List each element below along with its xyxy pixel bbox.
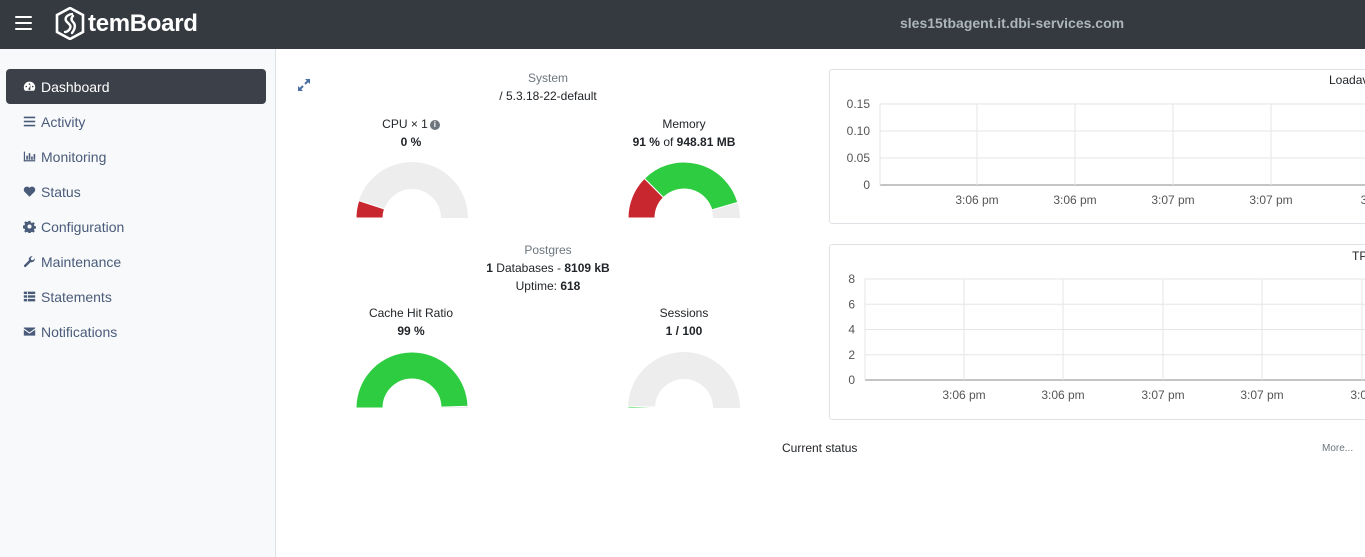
tps-chart-x-tick: 3:07 pm (1141, 388, 1184, 402)
sidebar-item-label: Maintenance (41, 253, 122, 270)
loadavg-chart-title: Loadav (1329, 73, 1365, 87)
postgres-uptime: Uptime: 618 (448, 279, 648, 293)
tps-chart-x-tick: 3:06 pm (1041, 388, 1084, 402)
uptime-label: Uptime: (515, 279, 557, 293)
memory-total: 948.81 MB (676, 135, 736, 149)
list-icon (22, 115, 36, 129)
loadavg-chart-y-tick: 0.15 (847, 97, 871, 111)
tps-chart-x-tick: 3:06 pm (942, 388, 985, 402)
memory-label: Memory (662, 117, 706, 131)
sidebar-item-label: Statements (41, 288, 112, 305)
tps-chart-x-tick: 3:08 (1350, 388, 1365, 402)
sessions-label: Sessions (659, 306, 709, 320)
sidebar-item-label: Dashboard (41, 78, 110, 95)
heart-icon (22, 185, 36, 199)
tps-chart-title: TP (1352, 249, 1365, 263)
sidebar-item-label: Configuration (41, 218, 125, 235)
info-icon[interactable]: i (429, 120, 440, 130)
temboard-logo-icon (55, 7, 85, 40)
cache-hit-gauge-fill (355, 351, 469, 409)
memory-value: 91 % of 948.81 MB (584, 135, 784, 149)
loadavg-chart-y-tick: 0 (863, 178, 870, 192)
sessions-value: 1 / 100 (665, 324, 703, 338)
memory-of: of (663, 135, 674, 149)
uptime-value: 618 (560, 279, 581, 293)
tachometer-icon (22, 80, 36, 94)
brand-logo-link[interactable]: temBoard (55, 7, 198, 40)
sidebar-item-statements[interactable]: Statements (6, 279, 266, 314)
sidebar-item-label: Activity (41, 113, 86, 130)
table-icon (22, 290, 36, 304)
sidebar: Dashboard Activity Monitoring Status Con… (0, 49, 276, 557)
memory-gauge-fill (643, 161, 739, 211)
expand-icon[interactable] (297, 78, 311, 92)
memory-percent: 91 % (632, 135, 660, 149)
brand-name: temBoard (88, 9, 198, 37)
top-navbar: temBoard sles15tbagent.it.dbi-services.c… (0, 0, 1365, 49)
loadavg-chart-x-tick: 3:07 pm (1151, 193, 1194, 207)
sidebar-item-activity[interactable]: Activity (6, 104, 266, 139)
loadavg-chart: 0.15 0.10 0.05 0 3:06 pm 3:06 pm 3:07 pm 3:07 p… (847, 97, 1365, 207)
sidebar-item-maintenance[interactable]: Maintenance (6, 244, 266, 279)
cpu-gauge (355, 162, 468, 219)
sidebar-item-label: Monitoring (41, 148, 107, 165)
cache-hit-gauge (355, 351, 469, 409)
envelope-icon (22, 325, 36, 339)
cpu-label-text: CPU × 1 (382, 117, 428, 131)
loadavg-chart-y-tick: 0.10 (847, 124, 871, 138)
bar-chart-icon (22, 150, 36, 164)
sidebar-item-monitoring[interactable]: Monitoring (6, 139, 266, 174)
cache-hit-value: 99 % (397, 324, 425, 338)
sessions-gauge-fill (627, 405, 656, 409)
system-heading: System (527, 71, 568, 85)
cpu-gauge-track (356, 162, 468, 218)
current-status-heading: Current status (782, 441, 858, 455)
sidebar-item-dashboard[interactable]: Dashboard (6, 69, 266, 104)
databases-size: 8109 kB (564, 261, 610, 275)
tps-chart-y-tick: 4 (848, 323, 855, 337)
loadavg-chart-x-tick: 3:06 pm (955, 193, 998, 207)
sidebar-item-label: Status (41, 183, 81, 200)
cache-hit-label: Cache Hit Ratio (368, 306, 454, 320)
loadavg-chart-x-tick: 3:06 pm (1053, 193, 1096, 207)
system-kernel: / 5.3.18-22-default (499, 89, 597, 103)
tps-chart-panel: TP 8 6 4 2 0 3:06 pm 3:06 pm 3:07 pm 3:07 pm 3:08 (829, 244, 1365, 420)
loadavg-chart-y-tick: 0.05 (847, 151, 871, 165)
more-link[interactable]: More... (1322, 443, 1354, 454)
sidebar-item-label: Notifications (41, 323, 118, 340)
tps-chart: 8 6 4 2 0 3:06 pm 3:06 pm 3:07 pm 3:07 pm 3:08 (848, 272, 1365, 402)
instance-hostname: sles15tbagent.it.dbi-services.com (900, 15, 1125, 31)
hamburger-menu-icon[interactable] (15, 16, 32, 30)
tps-chart-y-tick: 8 (848, 272, 855, 286)
tps-chart-x-tick: 3:07 pm (1240, 388, 1283, 402)
postgres-heading: Postgres (524, 243, 572, 257)
databases-count: 1 (486, 261, 493, 275)
cpu-value: 0 % (400, 135, 422, 149)
tps-chart-y-tick: 6 (848, 297, 855, 311)
memory-gauge (627, 161, 740, 219)
databases-text: Databases - (496, 261, 561, 275)
sidebar-item-status[interactable]: Status (6, 174, 266, 209)
sessions-gauge (627, 352, 740, 409)
tps-chart-y-tick: 2 (848, 348, 855, 362)
tps-chart-y-tick: 0 (848, 373, 855, 387)
cpu-gauge-fill (355, 200, 386, 219)
sidebar-item-configuration[interactable]: Configuration (6, 209, 266, 244)
loadavg-chart-x-tick: 3:07 pm (1249, 193, 1292, 207)
wrench-icon (22, 255, 36, 269)
sessions-gauge-track (628, 352, 740, 408)
loadavg-chart-x-tick: 3:0 (1361, 193, 1365, 207)
gear-icon (22, 220, 36, 234)
sidebar-item-notifications[interactable]: Notifications (6, 314, 266, 349)
loadavg-chart-panel: Loadav 0.15 0.10 0.05 0 3:06 pm 3:06 pm 3:07 p… (829, 69, 1365, 224)
postgres-databases: 1 Databases - 8109 kB (448, 261, 648, 275)
